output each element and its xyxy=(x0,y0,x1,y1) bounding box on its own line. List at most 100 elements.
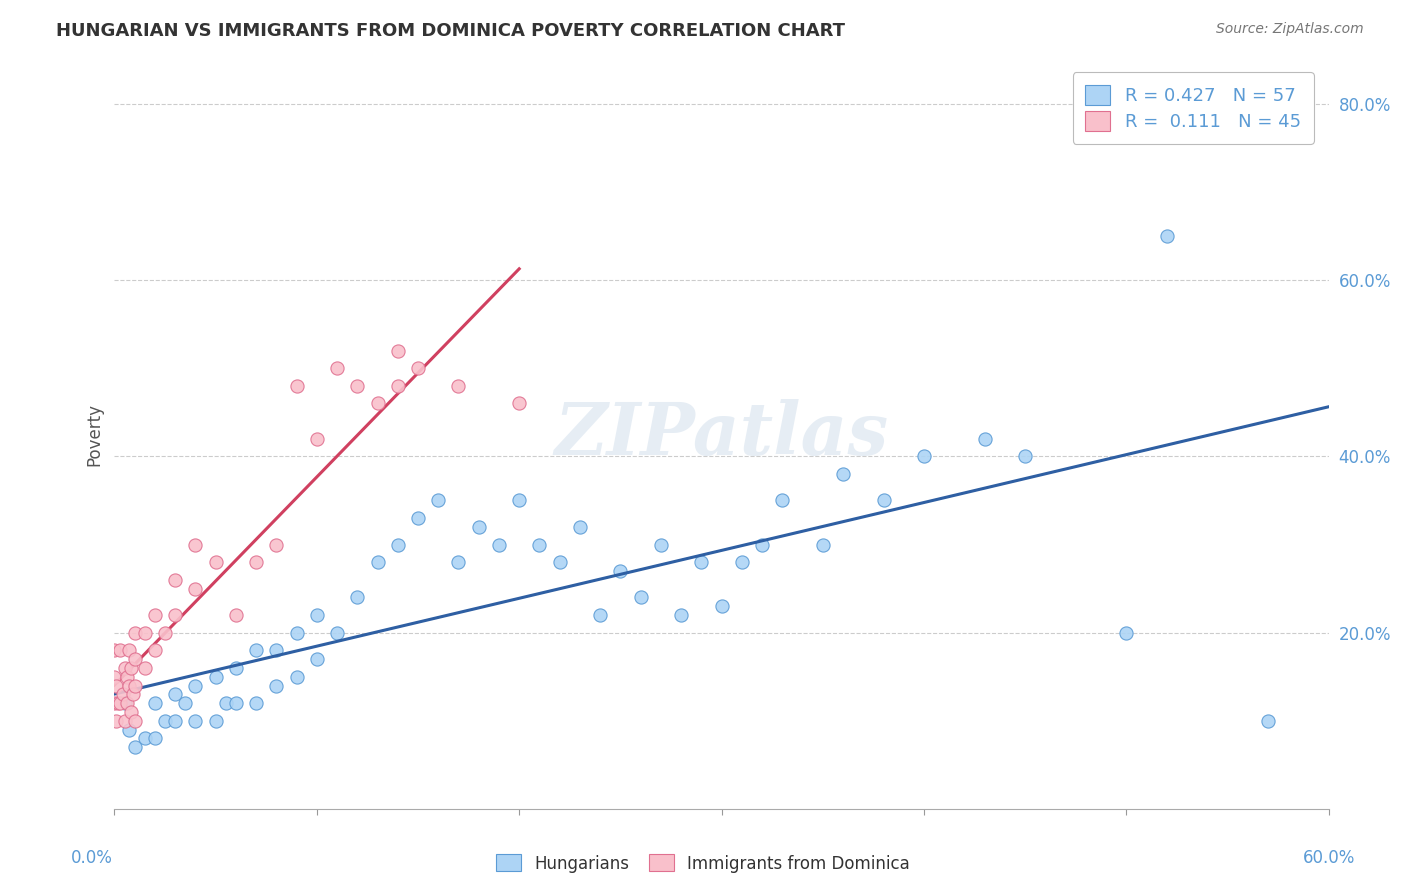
Point xyxy=(121,687,143,701)
Text: ZIPatlas: ZIPatlas xyxy=(554,399,889,470)
Point xyxy=(124,679,146,693)
Point xyxy=(1156,228,1178,243)
Point xyxy=(225,696,247,710)
Point xyxy=(184,537,207,551)
Point xyxy=(346,379,368,393)
Point xyxy=(406,361,429,376)
Point xyxy=(447,379,470,393)
Point xyxy=(973,432,995,446)
Point xyxy=(811,537,834,551)
Point xyxy=(406,511,429,525)
Point xyxy=(124,625,146,640)
Point xyxy=(305,432,328,446)
Legend: R = 0.427   N = 57, R =  0.111   N = 45: R = 0.427 N = 57, R = 0.111 N = 45 xyxy=(1073,72,1313,144)
Point xyxy=(124,714,146,728)
Text: Source: ZipAtlas.com: Source: ZipAtlas.com xyxy=(1216,22,1364,37)
Point xyxy=(387,379,409,393)
Point xyxy=(387,537,409,551)
Point xyxy=(103,670,125,684)
Point xyxy=(508,396,530,410)
Point xyxy=(110,696,132,710)
Point xyxy=(204,555,226,569)
Point xyxy=(508,493,530,508)
Point xyxy=(115,670,138,684)
Point xyxy=(305,608,328,623)
Point xyxy=(245,643,267,657)
Point xyxy=(690,555,713,569)
Point xyxy=(285,379,308,393)
Point xyxy=(120,705,142,719)
Point xyxy=(111,687,134,701)
Point xyxy=(447,555,470,569)
Point xyxy=(266,537,288,551)
Point xyxy=(153,714,176,728)
Point xyxy=(589,608,612,623)
Point xyxy=(710,599,733,614)
Point xyxy=(103,696,125,710)
Point xyxy=(770,493,793,508)
Point xyxy=(872,493,894,508)
Point xyxy=(285,625,308,640)
Y-axis label: Poverty: Poverty xyxy=(86,403,103,466)
Point xyxy=(134,661,156,675)
Point xyxy=(117,723,139,737)
Point xyxy=(204,670,226,684)
Legend: Hungarians, Immigrants from Dominica: Hungarians, Immigrants from Dominica xyxy=(489,847,917,880)
Point xyxy=(225,608,247,623)
Point xyxy=(1115,625,1137,640)
Point xyxy=(669,608,692,623)
Point xyxy=(305,652,328,666)
Point xyxy=(650,537,672,551)
Point xyxy=(488,537,510,551)
Point xyxy=(184,582,207,596)
Point xyxy=(107,696,129,710)
Point xyxy=(143,608,166,623)
Point xyxy=(285,670,308,684)
Point xyxy=(832,467,855,481)
Point xyxy=(124,652,146,666)
Point xyxy=(184,679,207,693)
Point xyxy=(387,343,409,358)
Point xyxy=(467,520,489,534)
Point xyxy=(204,714,226,728)
Point xyxy=(115,696,138,710)
Point xyxy=(117,643,139,657)
Point xyxy=(245,555,267,569)
Point xyxy=(165,714,187,728)
Point xyxy=(143,731,166,746)
Point xyxy=(751,537,773,551)
Text: 0.0%: 0.0% xyxy=(70,849,112,867)
Point xyxy=(568,520,591,534)
Point xyxy=(630,591,652,605)
Point xyxy=(346,591,368,605)
Point xyxy=(120,661,142,675)
Point xyxy=(105,679,128,693)
Point xyxy=(184,714,207,728)
Point xyxy=(153,625,176,640)
Point xyxy=(165,687,187,701)
Point xyxy=(114,696,136,710)
Point xyxy=(367,396,389,410)
Point xyxy=(1014,450,1036,464)
Point xyxy=(124,740,146,755)
Point xyxy=(326,361,349,376)
Point xyxy=(529,537,551,551)
Point xyxy=(731,555,754,569)
Point xyxy=(266,643,288,657)
Point xyxy=(174,696,197,710)
Point xyxy=(143,696,166,710)
Point xyxy=(134,731,156,746)
Point xyxy=(912,450,935,464)
Point xyxy=(117,679,139,693)
Point xyxy=(427,493,450,508)
Point xyxy=(134,625,156,640)
Point xyxy=(110,643,132,657)
Point xyxy=(215,696,238,710)
Point xyxy=(105,714,128,728)
Point xyxy=(143,643,166,657)
Point xyxy=(367,555,389,569)
Text: 60.0%: 60.0% xyxy=(1302,849,1355,867)
Point xyxy=(165,573,187,587)
Point xyxy=(609,564,631,578)
Point xyxy=(266,679,288,693)
